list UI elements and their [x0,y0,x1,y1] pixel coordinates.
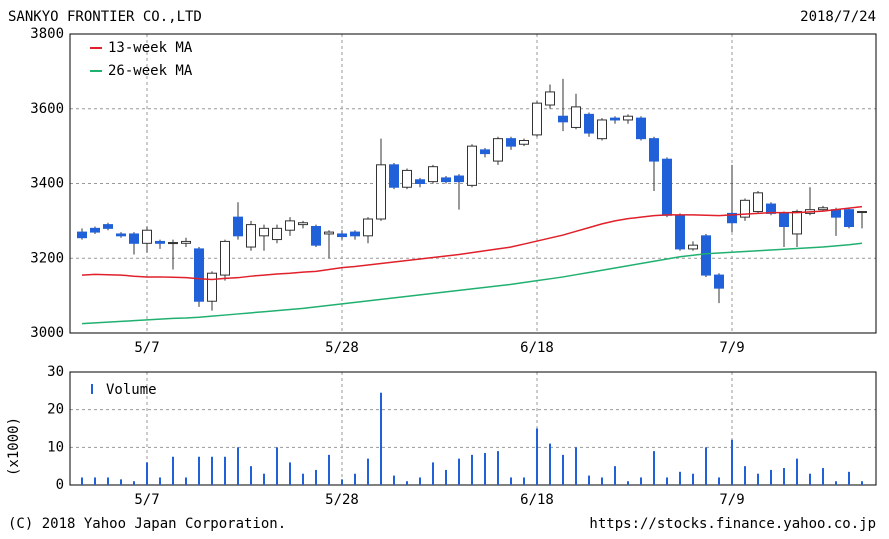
candle-body [116,233,126,237]
ma-line [81,242,863,325]
candle-body [441,177,451,183]
copyright: (C) 2018 Yahoo Japan Corporation. [8,516,286,532]
candle-body [311,225,321,246]
candle-body [207,272,217,302]
candle-body [246,224,256,248]
candle-body [714,274,724,289]
candle-body [168,242,178,245]
y-tick-label: 0 [56,477,64,493]
y-tick-label: 3800 [30,26,64,42]
source-url: https://stocks.finance.yahoo.co.jp [589,516,876,532]
x-tick-label: 5/28 [325,340,359,356]
candle-body [675,214,685,250]
candle-body [662,158,672,216]
candle-body [857,211,867,214]
legend-label: 26-week MA [108,63,193,79]
x-tick-label: 6/18 [520,340,554,356]
x-tick-label: 7/9 [719,340,744,356]
candle-body [129,233,139,244]
candle-body [597,119,607,140]
candle-body [506,138,516,147]
candle-body [649,138,659,162]
y-tick-label: 3200 [30,250,64,266]
y-axis-label: (x1000) [6,417,22,476]
x-tick-label: 5/28 [325,492,359,508]
candle-body [558,115,568,123]
y-tick-label: 3600 [30,101,64,117]
candle-body [77,231,87,239]
candle-body [493,138,503,162]
candle-body [740,199,750,218]
candle-body [701,235,711,276]
chart-title: SANKYO FRONTIER CO.,LTD [8,9,202,25]
y-tick-label: 30 [47,364,64,380]
legend-label: Volume [106,382,157,398]
y-tick-label: 3400 [30,176,64,192]
candle-body [350,231,360,237]
candle-body [90,227,100,233]
candle-body [298,222,308,226]
candle-body [402,169,412,188]
candle-body [220,240,230,276]
x-tick-label: 7/9 [719,492,744,508]
candle-body [454,175,464,183]
x-tick-label: 5/7 [134,492,159,508]
candle-body [792,211,802,235]
candle-body [103,224,113,229]
candle-body [844,209,854,227]
candle-body [363,218,373,237]
candle-body [233,216,243,237]
candle-body [636,117,646,140]
candle-body [753,192,763,213]
candle-body [519,140,529,145]
candle-body [428,166,438,183]
candle-body [688,244,698,250]
legend-label: 13-week MA [108,40,193,56]
x-tick-label: 5/7 [134,340,159,356]
candle-body [727,212,737,224]
candle-body [259,227,269,237]
candle-body [532,102,542,136]
candle-body [545,91,555,106]
candle-body [415,179,425,184]
candle-body [779,212,789,227]
candle-body [285,220,295,231]
candle-body [610,117,620,121]
candle-body [831,209,841,218]
candle-body [571,106,581,128]
candle-body [376,164,386,220]
y-tick-label: 20 [47,402,64,418]
candle-body [142,229,152,244]
candle-body [623,115,633,121]
chart-date: 2018/7/24 [800,9,876,25]
candle-body [272,227,282,241]
ma-line [81,205,863,281]
x-tick-label: 6/18 [520,492,554,508]
plot-frame [69,33,877,334]
candle-body [324,231,334,235]
y-tick-label: 10 [47,439,64,455]
candle-body [194,248,204,302]
candle-body [467,145,477,186]
candle-body [818,207,828,211]
candle-body [480,149,490,155]
candle-body [181,240,191,244]
candle-body [337,233,347,238]
candle-body [389,164,399,188]
candle-body [584,113,594,134]
candle-body [155,240,165,244]
y-tick-label: 3000 [30,325,64,341]
